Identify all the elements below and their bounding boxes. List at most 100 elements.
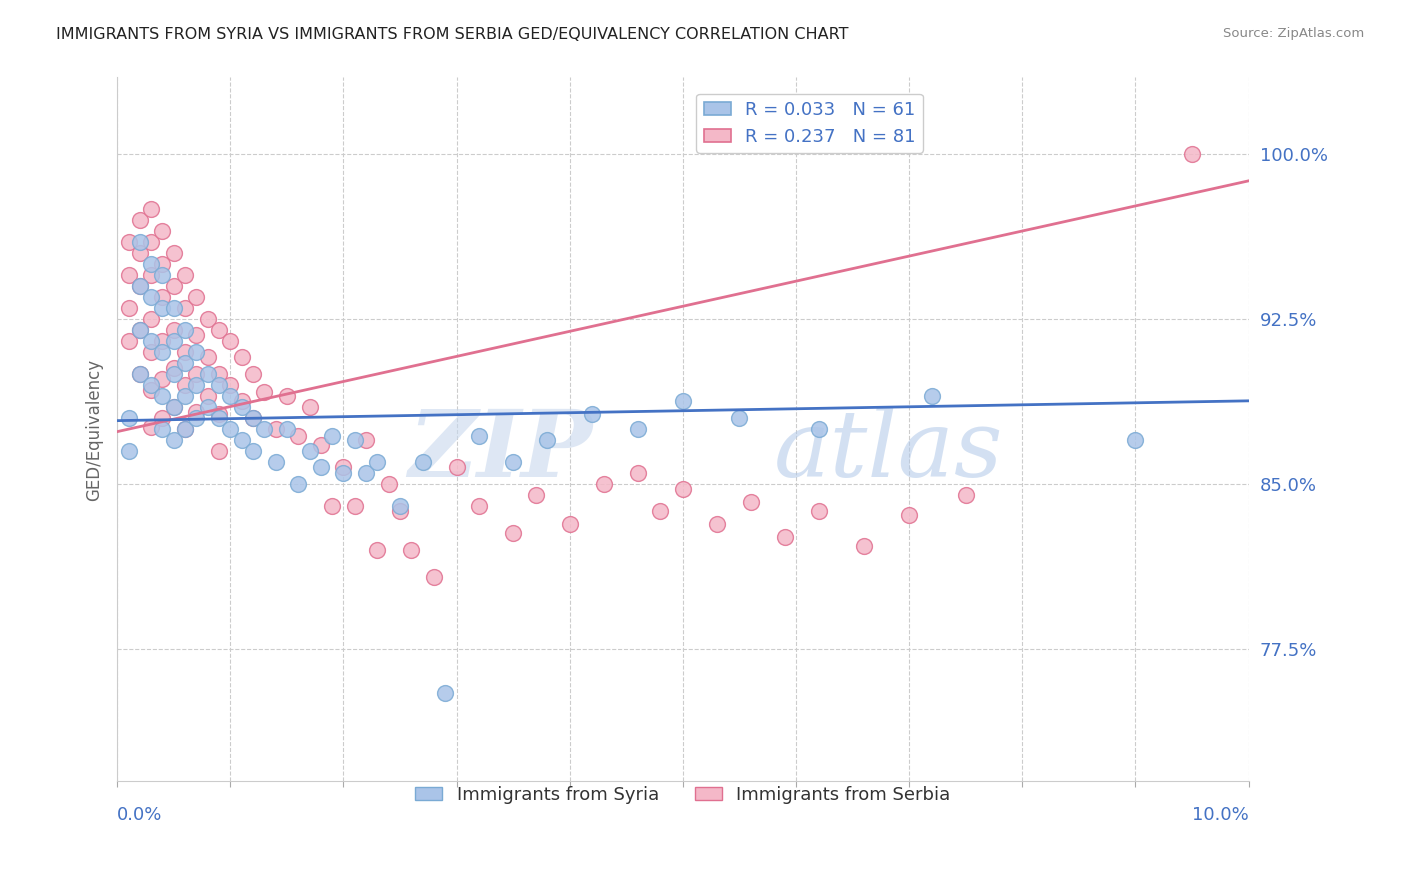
Point [264,455,287,469]
Point [389,500,412,514]
Point [468,500,491,514]
Point [298,444,321,458]
Point [139,420,162,434]
Point [139,312,162,326]
Point [197,312,219,326]
Point [128,235,150,250]
Point [152,411,174,425]
Point [186,327,208,342]
Point [343,434,366,448]
Point [139,235,162,250]
Point [163,279,186,293]
Point [139,268,162,283]
Point [332,459,354,474]
Point [264,422,287,436]
Point [728,411,751,425]
Point [152,334,174,349]
Point [197,368,219,382]
Point [128,279,150,293]
Point [174,345,197,359]
Legend: Immigrants from Syria, Immigrants from Serbia: Immigrants from Syria, Immigrants from S… [408,779,957,811]
Point [231,434,253,448]
Text: Source: ZipAtlas.com: Source: ZipAtlas.com [1223,27,1364,40]
Point [536,434,558,448]
Point [208,378,231,392]
Point [231,401,253,415]
Point [186,378,208,392]
Point [163,360,186,375]
Point [186,345,208,359]
Point [152,257,174,271]
Point [412,455,434,469]
Point [898,508,921,523]
Text: 0.0%: 0.0% [117,806,163,824]
Point [354,467,377,481]
Point [208,323,231,337]
Point [242,368,264,382]
Point [366,455,388,469]
Point [128,323,150,337]
Point [117,444,139,458]
Point [468,429,491,443]
Point [139,383,162,397]
Point [672,393,695,408]
Point [672,482,695,496]
Point [354,434,377,448]
Point [186,405,208,419]
Point [921,389,943,403]
Point [174,389,197,403]
Point [389,504,412,518]
Point [377,477,399,491]
Point [502,525,524,540]
Point [208,407,231,421]
Point [231,350,253,364]
Point [186,411,208,425]
Point [174,268,197,283]
Point [139,202,162,217]
Point [650,504,672,518]
Point [955,488,977,502]
Point [592,477,614,491]
Point [152,345,174,359]
Point [343,500,366,514]
Point [1125,434,1147,448]
Point [219,422,242,436]
Point [197,389,219,403]
Point [219,378,242,392]
Point [174,422,197,436]
Point [446,459,468,474]
Point [174,422,197,436]
Text: IMMIGRANTS FROM SYRIA VS IMMIGRANTS FROM SERBIA GED/EQUIVALENCY CORRELATION CHAR: IMMIGRANTS FROM SYRIA VS IMMIGRANTS FROM… [56,27,849,42]
Text: 10.0%: 10.0% [1192,806,1249,824]
Point [128,279,150,293]
Point [807,422,830,436]
Point [174,301,197,316]
Point [152,301,174,316]
Point [219,389,242,403]
Point [524,488,547,502]
Point [401,543,423,558]
Point [197,350,219,364]
Point [219,334,242,349]
Point [298,401,321,415]
Point [163,434,186,448]
Point [117,235,139,250]
Point [321,429,343,443]
Point [117,268,139,283]
Point [434,686,457,700]
Point [186,368,208,382]
Point [139,290,162,304]
Y-axis label: GED/Equivalency: GED/Equivalency [86,359,103,500]
Point [139,334,162,349]
Point [309,438,332,452]
Point [242,411,264,425]
Point [502,455,524,469]
Point [128,368,150,382]
Point [163,323,186,337]
Point [197,401,219,415]
Point [581,407,603,421]
Point [706,516,728,531]
Point [242,444,264,458]
Point [163,368,186,382]
Point [852,539,875,553]
